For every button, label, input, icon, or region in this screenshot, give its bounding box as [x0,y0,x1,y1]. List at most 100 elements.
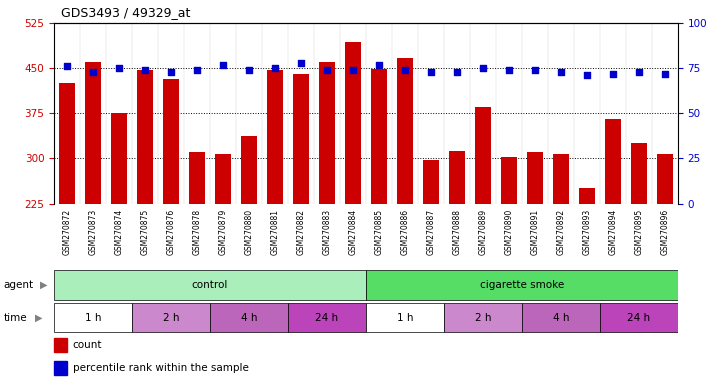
Bar [267,70,283,204]
Point [269,65,280,71]
Text: time: time [4,313,27,323]
Text: GSM270887: GSM270887 [426,209,435,255]
Text: GSM270888: GSM270888 [452,209,461,255]
Text: 2 h: 2 h [163,313,180,323]
Bar [527,152,543,204]
Bar [85,62,101,204]
Text: GSM270875: GSM270875 [141,209,149,255]
Bar [137,70,153,204]
Point [243,67,255,73]
Text: GSM270879: GSM270879 [218,209,228,255]
Text: GSM270886: GSM270886 [400,209,410,255]
Point [295,60,306,66]
Point [87,69,99,75]
Text: 4 h: 4 h [552,313,569,323]
Point [477,65,489,71]
Bar [371,70,386,204]
Bar [397,58,412,204]
Bar [288,303,366,333]
Text: GDS3493 / 49329_at: GDS3493 / 49329_at [61,6,190,19]
Point [191,67,203,73]
Bar [501,157,517,204]
Text: 2 h: 2 h [474,313,491,323]
Text: GSM270872: GSM270872 [63,209,71,255]
Bar [54,361,67,374]
Text: GSM270895: GSM270895 [634,209,643,255]
Bar [553,154,569,204]
Point [113,65,125,71]
Bar [319,62,335,204]
Text: GSM270878: GSM270878 [193,209,201,255]
Bar [522,303,600,333]
Text: 1 h: 1 h [85,313,102,323]
Bar [163,79,179,204]
Point [451,69,463,75]
Point [425,69,437,75]
Bar [475,107,490,204]
Text: 24 h: 24 h [627,313,650,323]
Point [61,63,73,70]
Text: GSM270881: GSM270881 [270,209,280,255]
Text: count: count [73,340,102,350]
Bar [631,143,647,204]
Bar [293,74,309,204]
Bar [605,119,621,204]
Text: GSM270891: GSM270891 [531,209,539,255]
Text: GSM270880: GSM270880 [244,209,254,255]
Text: 24 h: 24 h [315,313,338,323]
Text: GSM270876: GSM270876 [167,209,175,255]
Text: GSM270893: GSM270893 [583,209,591,255]
Text: cigarette smoke: cigarette smoke [479,280,564,290]
Bar [54,303,132,333]
Point [503,67,515,73]
Text: agent: agent [4,280,34,290]
Point [529,67,541,73]
Bar [600,303,678,333]
Bar [59,83,75,204]
Text: GSM270885: GSM270885 [374,209,384,255]
Text: GSM270883: GSM270883 [322,209,332,255]
Bar [210,303,288,333]
Bar [579,189,595,204]
Bar [215,154,231,204]
Text: ▶: ▶ [35,313,42,323]
Point [217,61,229,68]
Bar [132,303,210,333]
Bar [366,303,444,333]
Bar [444,303,522,333]
Text: GSM270892: GSM270892 [557,209,565,255]
Text: GSM270896: GSM270896 [660,209,669,255]
Text: GSM270882: GSM270882 [296,209,306,255]
Bar [54,338,67,352]
Point [659,71,671,77]
Text: control: control [192,280,228,290]
Bar [54,270,366,300]
Text: 4 h: 4 h [241,313,257,323]
Point [399,67,411,73]
Text: percentile rank within the sample: percentile rank within the sample [73,362,249,372]
Text: GSM270894: GSM270894 [609,209,617,255]
Bar [657,154,673,204]
Point [555,69,567,75]
Text: ▶: ▶ [40,280,47,290]
Text: 1 h: 1 h [397,313,413,323]
Bar [366,270,678,300]
Point [607,71,619,77]
Text: GSM270890: GSM270890 [504,209,513,255]
Point [633,69,645,75]
Point [373,61,385,68]
Text: GSM270884: GSM270884 [348,209,358,255]
Bar [189,152,205,204]
Text: GSM270889: GSM270889 [478,209,487,255]
Bar [111,113,127,204]
Bar [345,42,360,204]
Bar [423,160,438,204]
Text: GSM270874: GSM270874 [115,209,123,255]
Point [321,67,332,73]
Point [139,67,151,73]
Bar [241,136,257,204]
Point [581,72,593,78]
Point [165,69,177,75]
Bar [449,151,464,204]
Text: GSM270873: GSM270873 [89,209,97,255]
